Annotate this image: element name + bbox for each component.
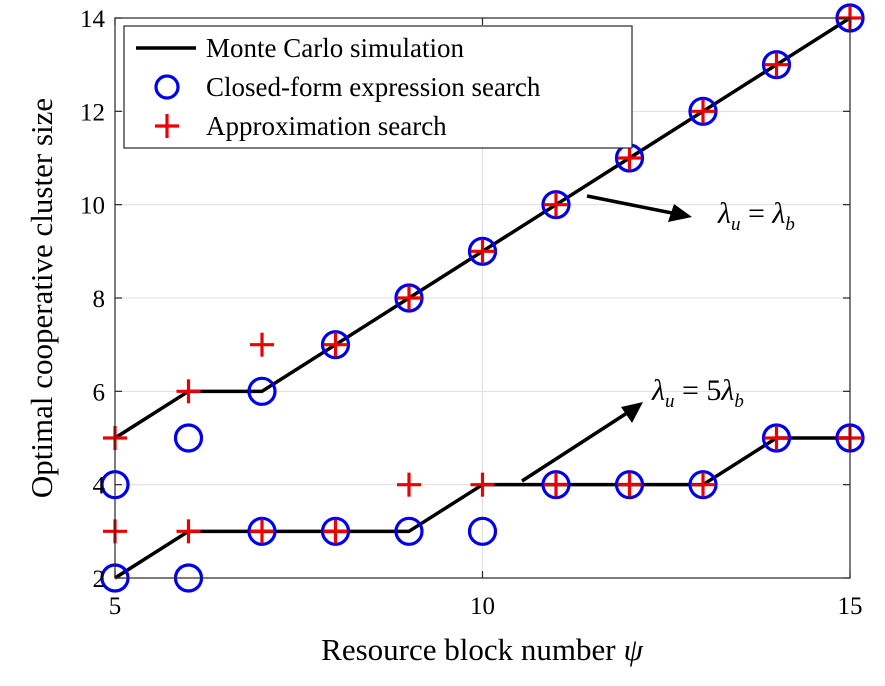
legend-box (123, 25, 633, 149)
data-point-closed-form (761, 423, 792, 453)
data-point-approximation (323, 519, 348, 544)
data-point-closed-form (688, 96, 718, 126)
data-point-closed-form (173, 423, 204, 453)
y-tick-label: 10 (80, 193, 105, 220)
data-point-approximation (176, 519, 201, 544)
data-point-approximation (250, 519, 274, 544)
y-axis-title: Optimal cooperative cluster size (24, 98, 59, 498)
legend-label-closed-form: Closed-form expression search (206, 72, 541, 102)
legend: Monte Carlo simulation Closed-form expre… (123, 25, 633, 149)
y-tick-label: 14 (80, 6, 106, 33)
data-point-closed-form (467, 236, 498, 266)
y-tick-label: 6 (93, 379, 106, 406)
data-point-closed-form (247, 516, 277, 546)
data-point-approximation (470, 239, 495, 264)
data-point-approximation (764, 426, 789, 450)
data-point-approximation (250, 332, 274, 357)
legend-plus-swatch (155, 114, 179, 138)
data-point-approximation (397, 286, 421, 310)
x-axis-title: Resource block number ψ (321, 632, 643, 667)
data-point-closed-form (320, 516, 351, 546)
series (100, 3, 865, 593)
data-point-closed-form (614, 470, 645, 500)
data-point-closed-form (541, 190, 571, 220)
data-point-approximation (691, 99, 715, 124)
y-tick-label: 2 (93, 566, 106, 593)
data-point-approximation (617, 146, 642, 170)
x-tick-label: 10 (470, 593, 495, 620)
data-point-approximation (544, 472, 568, 497)
y-tick-label: 4 (93, 473, 106, 500)
data-point-approximation (470, 472, 495, 497)
data-point-approximation (691, 472, 715, 497)
data-point-closed-form (688, 470, 718, 500)
y-tick-label: 8 (93, 286, 106, 313)
data-point-approximation (764, 52, 789, 77)
arrow-upper (586, 194, 692, 222)
x-tick-label: 5 (109, 593, 122, 620)
data-point-closed-form (247, 376, 277, 406)
data-point-approximation (544, 192, 568, 217)
ticks: 5 10 15 2 4 6 8 10 12 14 (80, 6, 863, 620)
arrow-lower (521, 402, 643, 483)
x-tick-label: 15 (838, 593, 863, 620)
data-point-closed-form (394, 283, 424, 313)
annotation-lower: λu = 5λb (651, 374, 744, 412)
legend-label-simulation: Monte Carlo simulation (206, 33, 464, 63)
data-point-closed-form (541, 470, 571, 500)
data-point-closed-form (761, 50, 792, 80)
data-point-approximation (617, 472, 642, 497)
annotations: λu = λb λu = 5λb (521, 194, 795, 483)
data-point-approximation (176, 379, 201, 404)
data-point-closed-form (320, 330, 351, 360)
data-point-approximation (397, 472, 421, 497)
legend-label-approximation: Approximation search (206, 111, 447, 141)
y-tick-label: 12 (80, 99, 105, 126)
data-point-closed-form (394, 516, 424, 546)
annotation-upper: λu = λb (717, 197, 795, 235)
legend-circle-swatch (154, 74, 180, 100)
data-point-closed-form (467, 516, 498, 546)
data-point-approximation (323, 332, 348, 357)
